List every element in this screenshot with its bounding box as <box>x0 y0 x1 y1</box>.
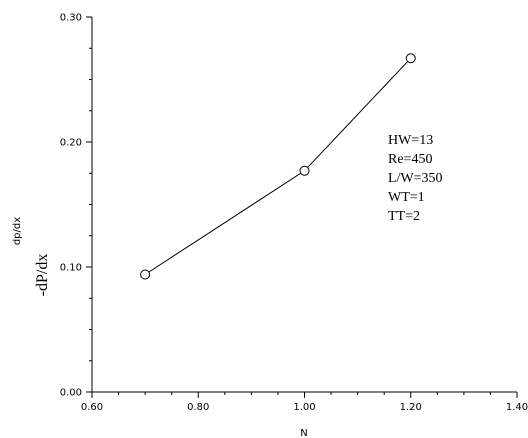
x-axis-label: N <box>300 428 307 438</box>
y-axis-label-outer: -dP/dx <box>34 254 51 297</box>
annotation-re: Re=450 <box>388 152 432 167</box>
x-tick-label: 1.40 <box>506 402 528 413</box>
y-tick-label: 0.00 <box>60 388 82 399</box>
series-line <box>144 57 412 275</box>
y-tick-label: 0.10 <box>60 263 82 274</box>
axes <box>91 17 517 393</box>
annotation-lw: L/W=350 <box>388 171 443 186</box>
x-tick-label: 0.80 <box>187 402 209 413</box>
y-axis-label: dp/dx <box>12 217 23 245</box>
x-tick-label: 0.60 <box>81 402 103 413</box>
ticks <box>86 16 518 398</box>
data-point-marker <box>405 53 416 64</box>
y-tick-label: 0.30 <box>60 13 82 24</box>
series-layer <box>140 53 416 280</box>
y-tick-label: 0.20 <box>60 138 82 149</box>
x-tick-label: 1.20 <box>400 402 422 413</box>
x-tick-label: 1.00 <box>293 402 315 413</box>
annotation-box: HW=13 Re=450 L/W=350 WT=1 TT=2 <box>388 133 443 224</box>
annotation-tt: TT=2 <box>388 209 420 224</box>
annotation-wt: WT=1 <box>388 190 425 205</box>
data-point-marker <box>140 269 151 280</box>
data-point-marker <box>299 165 310 176</box>
annotation-hw: HW=13 <box>388 133 433 148</box>
tick-labels: 0.60 0.80 1.00 1.20 1.40 0.00 0.10 0.20 0.30 <box>60 13 528 414</box>
